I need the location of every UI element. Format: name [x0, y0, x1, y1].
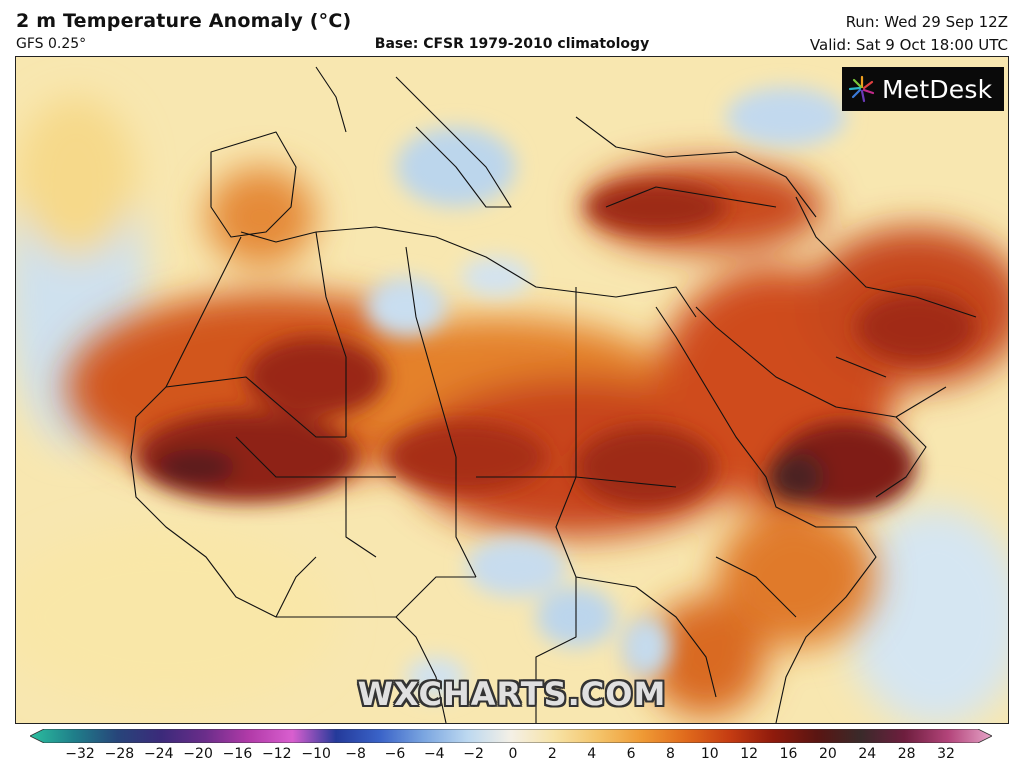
colorbar-tick-label: −4 [423, 746, 445, 762]
colorbar [30, 729, 992, 743]
metdesk-logo: MetDesk [842, 67, 1004, 111]
colorbar-tick-label: 12 [740, 746, 759, 762]
colorbar-tick-label: 10 [700, 746, 719, 762]
colorbar-tick-label: 24 [858, 746, 877, 762]
colorbar-tick-label: 8 [665, 746, 675, 762]
colorbar-tick-label: −10 [301, 746, 331, 762]
colorbar-tick-label: −32 [65, 746, 95, 762]
colorbar-tick-label: 16 [779, 746, 798, 762]
colorbar-tick-label: 20 [818, 746, 837, 762]
wxcharts-watermark: WXCHARTS.COM [357, 675, 667, 713]
colorbar-tick-label: −20 [183, 746, 213, 762]
colorbar-tick-label: 6 [626, 746, 636, 762]
metdesk-star-icon [848, 75, 875, 103]
colorbar-tick-label: 4 [587, 746, 597, 762]
colorbar-tick-label: 28 [897, 746, 916, 762]
run-time-label: Run: Wed 29 Sep 12Z [845, 13, 1008, 31]
colorbar-gradient [30, 729, 992, 743]
chart-title: 2 m Temperature Anomaly (°C) [16, 10, 352, 32]
colorbar-tick-label: −8 [345, 746, 366, 762]
model-label: GFS 0.25° [16, 36, 87, 52]
valid-time-label: Valid: Sat 9 Oct 18:00 UTC [809, 36, 1008, 54]
climatology-base-label: Base: CFSR 1979-2010 climatology [374, 36, 650, 52]
colorbar-tick-label: 0 [508, 746, 518, 762]
metdesk-logo-text: MetDesk [882, 74, 993, 104]
cool-anomaly-patches [366, 87, 846, 697]
colorbar-tick-label: −16 [222, 746, 253, 762]
colorbar-tick-label: −24 [143, 746, 174, 762]
colorbar-tick-labels: −32 −28 −24 −20 −16 −12 −10 −8 −6 −4 −2 0 2 4 6 8 10 12 16… [0, 746, 1024, 770]
hot-anomaly-cores [136, 182, 976, 512]
colorbar-tick-label: −6 [384, 746, 406, 762]
colorbar-tick-label: −28 [104, 746, 135, 762]
atlantic-ocean-field [16, 97, 1008, 723]
colorbar-tick-label: 2 [547, 746, 557, 762]
colorbar-tick-label: −12 [262, 746, 292, 762]
colorbar-tick-label: 32 [937, 746, 955, 762]
anomaly-map[interactable]: MetDesk WXCHARTS.COM [15, 56, 1009, 724]
map-canvas [16, 57, 1008, 723]
colorbar-tick-label: −2 [463, 746, 484, 762]
coastlines-and-borders [130, 66, 977, 723]
